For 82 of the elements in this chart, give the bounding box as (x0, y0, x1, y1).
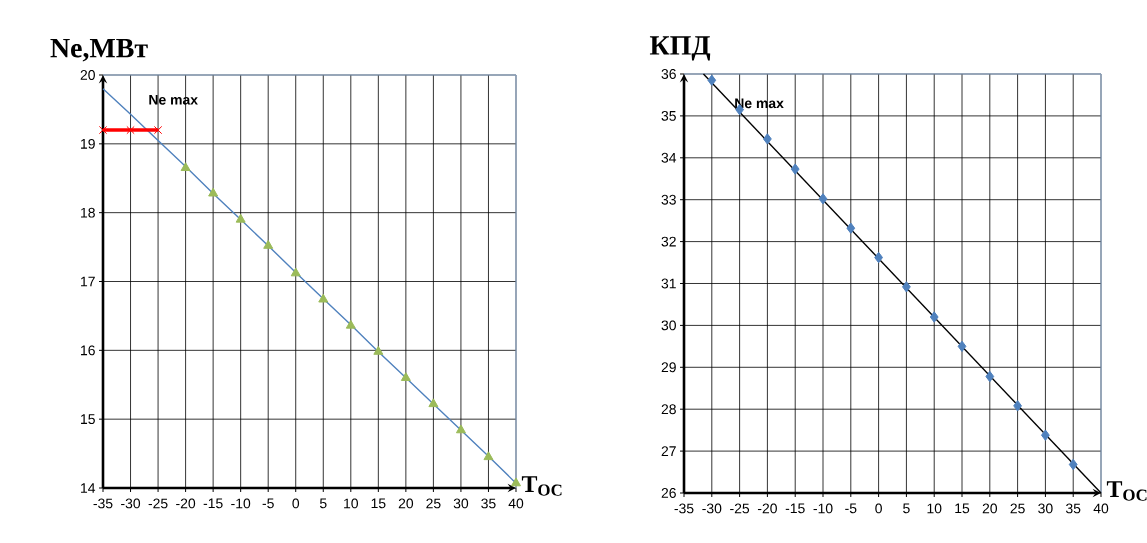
point (428, 398, 439, 408)
point (98, 125, 108, 135)
x-axis-title: Т$_{ОС}$ (521, 476, 562, 496)
point (483, 451, 494, 461)
point (818, 193, 828, 205)
point (1068, 458, 1078, 471)
x-tick-label: 10 (927, 503, 942, 514)
x-tick-label: 15 (371, 498, 386, 509)
point (345, 319, 356, 329)
x-tick-label: 20 (398, 498, 414, 509)
x-tick-label: 20 (982, 503, 998, 514)
y-axis-title: КПД (649, 36, 711, 61)
x-tick-label: 0 (292, 498, 300, 509)
x-tick-label: 15 (955, 503, 970, 514)
x-tick-label: 10 (344, 498, 359, 509)
point (1013, 400, 1022, 412)
x-tick-label: -20 (757, 503, 777, 514)
y-tick-label: 17 (81, 276, 95, 287)
x-tick-label: -15 (203, 498, 223, 509)
y-tick-label: 20 (80, 70, 95, 80)
y-tick-label: 27 (661, 446, 676, 456)
point (318, 293, 329, 303)
point (511, 477, 521, 487)
y-tick-label: 28 (661, 404, 676, 415)
point (929, 311, 939, 323)
x-tick-label: -35 (93, 498, 113, 509)
x-tick-label: 40 (1093, 503, 1109, 514)
x-tick-label: 5 (903, 503, 910, 514)
x-tick-label: 35 (1065, 503, 1081, 514)
x-tick-label: 25 (426, 498, 441, 509)
point (763, 133, 772, 145)
y-tick-label: 14 (81, 483, 96, 493)
x-tick-label: 40 (508, 498, 524, 509)
x-tick-label: -5 (262, 498, 274, 509)
point (400, 372, 411, 381)
x-tick-label: -25 (148, 498, 168, 509)
x-tick-label: 0 (875, 503, 882, 514)
y-tick-label: 35 (661, 110, 676, 121)
point (180, 162, 191, 172)
point (373, 346, 384, 355)
y-tick-label: 34 (661, 152, 677, 163)
point (235, 213, 246, 223)
point (263, 240, 274, 249)
x-tick-label: -30 (121, 498, 141, 509)
y-tick-label: 15 (81, 414, 95, 425)
y-tick-label: 29 (661, 362, 676, 373)
point (707, 74, 717, 86)
x-tick-label: -20 (176, 498, 196, 509)
x-axis-title: Т$_{ОС}$ (1106, 481, 1147, 501)
y-tick-label: 19 (81, 138, 95, 149)
point (790, 163, 800, 175)
point (1041, 429, 1050, 441)
y-tick-label: 18 (81, 207, 95, 218)
point (902, 281, 911, 293)
y-tick-label: 33 (661, 194, 676, 205)
y-tick-label: 30 (661, 320, 676, 331)
x-tick-label: -30 (702, 503, 722, 514)
x-tick-label: 35 (481, 498, 496, 509)
point (153, 125, 163, 135)
point (985, 370, 995, 383)
point (290, 267, 301, 277)
point (957, 340, 967, 353)
x-tick-label: 30 (453, 498, 469, 509)
x-tick-label: -10 (813, 503, 833, 514)
x-tick-label: -10 (231, 498, 251, 509)
x-tick-label: 5 (319, 498, 327, 509)
y-tick-label: 36 (661, 69, 676, 79)
y-tick-label: 16 (81, 345, 95, 356)
y-axis-title: Ne,МВт (50, 38, 148, 62)
y-tick-label: 26 (661, 488, 676, 498)
x-tick-label: 25 (1010, 503, 1025, 514)
x-tick-label: -5 (845, 503, 857, 514)
point (455, 424, 466, 434)
point (208, 187, 219, 197)
x-tick-label: -35 (674, 503, 694, 514)
point (846, 222, 856, 234)
point (126, 125, 135, 135)
x-tick-label: 30 (1038, 503, 1053, 514)
x-tick-label: -15 (785, 503, 805, 514)
x-tick-label: -25 (730, 503, 750, 514)
y-tick-label: 31 (661, 278, 676, 289)
y-tick-label: 32 (661, 236, 676, 247)
